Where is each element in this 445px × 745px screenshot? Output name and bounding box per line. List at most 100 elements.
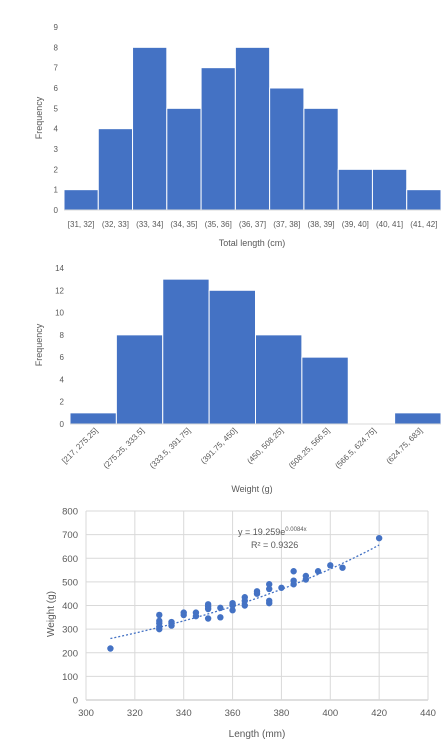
bar xyxy=(166,107,202,211)
y-tick-label: 8 xyxy=(60,331,65,340)
bar xyxy=(269,87,305,211)
data-point xyxy=(302,572,310,580)
x-tick-label: (391.75, 450] xyxy=(199,426,239,466)
y-tick-label: 7 xyxy=(54,64,59,73)
y-tick-label: 14 xyxy=(55,264,64,273)
y-axis-ticks: 0 1 2 3 4 5 6 7 8 9 xyxy=(54,23,59,215)
x-tick-label: (38, 39] xyxy=(307,220,334,229)
bar xyxy=(303,107,339,211)
data-point xyxy=(204,615,212,622)
bar xyxy=(115,334,164,425)
x-tick-label: (508.25, 566.5] xyxy=(287,426,331,470)
x-tick-label: 440 xyxy=(420,708,436,719)
x-tick-label: (32, 33] xyxy=(102,220,129,229)
bar xyxy=(63,189,99,211)
data-point xyxy=(253,588,261,595)
y-tick-label: 2 xyxy=(60,398,65,407)
y-axis-ticks: 0 2 4 6 8 10 12 14 xyxy=(55,264,64,429)
y-tick-label: 10 xyxy=(55,309,64,318)
x-tick-label: (333.5, 391.75] xyxy=(148,426,192,470)
y-tick-label: 600 xyxy=(62,554,78,565)
x-axis-ticks: [31, 32] (32, 33] (33, 34] (34, 35] (35, 36]… xyxy=(68,220,438,229)
data-point xyxy=(266,585,273,593)
bar xyxy=(97,128,134,211)
data-point xyxy=(156,617,163,625)
x-axis-label: Weight (g) xyxy=(231,484,272,494)
data-point xyxy=(241,602,248,609)
trendline-r-squared: R² = 0.9326 xyxy=(251,540,298,550)
data-point xyxy=(339,564,346,571)
y-axis-label: Frequency xyxy=(34,323,44,366)
y-tick-label: 5 xyxy=(54,104,59,113)
x-tick-label: 360 xyxy=(225,708,241,719)
bar xyxy=(406,189,442,211)
y-tick-label: 4 xyxy=(60,375,65,384)
x-tick-label: 320 xyxy=(127,708,143,719)
data-point xyxy=(229,599,236,607)
bar xyxy=(132,46,168,211)
data-point xyxy=(241,594,248,601)
x-tick-label: (35, 36] xyxy=(205,220,232,229)
y-tick-label: 8 xyxy=(54,43,59,52)
histogram-total-length: 0 1 2 3 4 5 6 7 8 9 [31, 32] (32, 33] (33, 34] (34, … xyxy=(34,23,442,248)
trendline-equation-main: y = 19.259e xyxy=(238,527,285,537)
trendline xyxy=(110,544,380,640)
bar xyxy=(200,67,236,211)
y-tick-label: 300 xyxy=(62,625,78,636)
y-axis-label: Weight (g) xyxy=(46,591,57,637)
data-point xyxy=(375,534,383,542)
x-tick-label: 340 xyxy=(176,708,192,719)
data-point xyxy=(192,609,200,616)
x-tick-label: (41, 42] xyxy=(410,220,437,229)
bar xyxy=(301,356,349,425)
y-tick-label: 0 xyxy=(60,420,65,429)
x-tick-label: (450, 508.25] xyxy=(245,426,285,466)
y-tick-label: 0 xyxy=(73,696,78,707)
y-tick-label: 700 xyxy=(62,530,78,541)
y-tick-label: 100 xyxy=(62,672,78,683)
x-tick-label: 300 xyxy=(78,708,94,719)
scatter-length-weight: 0 100 200 300 400 500 600 700 800 300 320 340 360 38… xyxy=(46,507,436,741)
y-tick-label: 1 xyxy=(54,186,59,195)
y-tick-label: 6 xyxy=(60,353,65,362)
bar xyxy=(394,412,442,425)
x-tick-label: (37, 38] xyxy=(273,220,300,229)
bar xyxy=(208,289,256,425)
data-point xyxy=(266,581,273,588)
bars xyxy=(63,46,442,211)
data-point xyxy=(156,611,163,619)
x-axis-ticks: [217, 275.25] (275.25, 333.5] (333.5, 391.… xyxy=(60,426,424,470)
x-tick-label: 420 xyxy=(371,708,387,719)
data-point xyxy=(290,568,297,575)
data-point xyxy=(168,618,175,626)
x-tick-label: [31, 32] xyxy=(68,220,95,229)
y-tick-label: 0 xyxy=(54,206,59,215)
trendline-equation: y = 19.259e0.0084x xyxy=(238,527,307,537)
data-point xyxy=(204,601,212,608)
data-points xyxy=(107,534,383,652)
y-axis-label: Frequency xyxy=(34,96,44,139)
x-tick-label: (36, 37] xyxy=(239,220,266,229)
bar xyxy=(69,412,117,425)
y-tick-label: 2 xyxy=(54,165,59,174)
x-tick-label: (39, 40] xyxy=(342,220,369,229)
data-point xyxy=(217,614,224,621)
y-tick-label: 6 xyxy=(54,84,59,93)
y-tick-label: 500 xyxy=(62,577,78,588)
y-tick-label: 3 xyxy=(54,145,59,154)
data-point xyxy=(229,607,236,614)
data-point xyxy=(290,577,297,584)
y-tick-label: 400 xyxy=(62,601,78,612)
bar xyxy=(371,168,408,211)
bar xyxy=(162,278,210,425)
x-axis-label: Length (mm) xyxy=(229,729,286,740)
data-point xyxy=(107,645,114,652)
y-tick-label: 200 xyxy=(62,648,78,659)
trendline-equation-exponent: 0.0084x xyxy=(285,527,306,533)
histogram-weight: 0 2 4 6 8 10 12 14 [217, 275.25] (275.25, 333.5]… xyxy=(34,264,442,494)
bar xyxy=(337,168,373,211)
x-tick-label: [217, 275.25] xyxy=(60,426,99,465)
x-tick-label: 380 xyxy=(273,708,289,719)
bar xyxy=(234,46,271,211)
